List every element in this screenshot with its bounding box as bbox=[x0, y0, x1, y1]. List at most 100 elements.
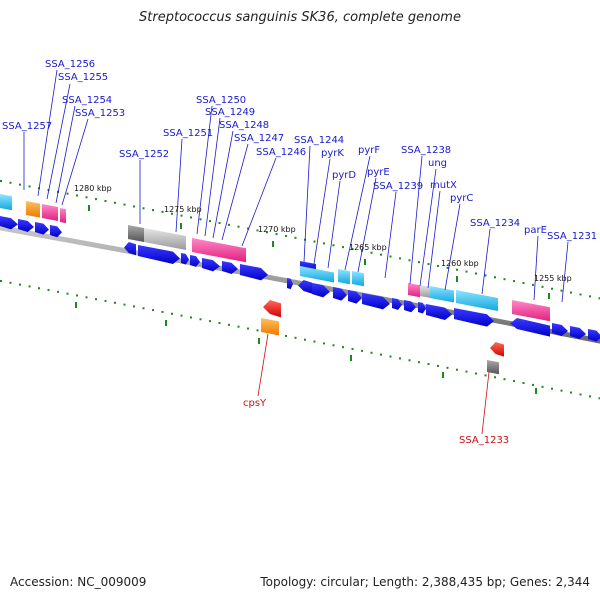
cds-arrow[interactable] bbox=[392, 298, 402, 310]
cds-arrow[interactable] bbox=[404, 300, 416, 313]
feature-cyan[interactable] bbox=[430, 286, 454, 303]
tick-dot-upper bbox=[0, 180, 2, 182]
leader-ssa1255 bbox=[46, 83, 71, 200]
major-tick-lower bbox=[350, 355, 352, 361]
feature-pink[interactable] bbox=[512, 300, 550, 322]
tick-dot-lower bbox=[399, 357, 401, 360]
cds-arrow[interactable] bbox=[333, 287, 347, 301]
tick-dot-upper bbox=[218, 221, 221, 224]
feature-orange[interactable] bbox=[261, 318, 279, 336]
feature-pink[interactable] bbox=[60, 208, 66, 224]
cds-arrow[interactable] bbox=[50, 225, 62, 238]
tick-dot-upper bbox=[541, 285, 544, 288]
leader-pyrd bbox=[327, 180, 341, 269]
leader-ssa1244b bbox=[313, 158, 331, 265]
genome-summary-text: Topology: circular; Length: 2,388,435 bp… bbox=[260, 575, 590, 589]
major-tick bbox=[364, 259, 366, 265]
tick-dot-lower bbox=[541, 385, 544, 388]
tick-dot-lower bbox=[342, 346, 344, 349]
tick-dot-lower bbox=[351, 348, 354, 351]
cds-arrow[interactable] bbox=[362, 293, 390, 310]
tick-dot-lower bbox=[598, 397, 600, 400]
feature-red-ssa1233[interactable] bbox=[490, 342, 504, 357]
cds-arrow[interactable] bbox=[222, 261, 238, 275]
tick-dot-upper bbox=[247, 227, 249, 230]
gene-label-ssa1249: SSA_1249 bbox=[205, 107, 255, 118]
tick-dot-upper bbox=[266, 231, 268, 234]
cds-arrow[interactable] bbox=[240, 264, 268, 281]
tick-dot-upper bbox=[285, 234, 287, 237]
tick-dot-lower bbox=[76, 294, 78, 297]
tick-dot-upper bbox=[579, 293, 582, 296]
tick-dot-lower bbox=[446, 366, 449, 369]
leader-pyre bbox=[357, 177, 377, 273]
kbp-label-1265: 1265 kbp bbox=[349, 243, 387, 252]
tick-dot-upper bbox=[351, 248, 354, 251]
tick-dot-upper bbox=[76, 194, 78, 197]
leader-ssa1231 bbox=[561, 241, 569, 303]
cds-arrow[interactable] bbox=[18, 219, 34, 233]
feature-gray[interactable] bbox=[420, 285, 430, 298]
tick-dot-upper bbox=[427, 263, 430, 266]
gene-label-ssa1253: SSA_1253 bbox=[75, 108, 125, 119]
tick-dot-upper bbox=[513, 280, 515, 283]
feature-pink[interactable] bbox=[42, 204, 58, 222]
kbp-label-1275: 1275 kbp bbox=[164, 205, 202, 214]
cds-arrow[interactable] bbox=[454, 308, 494, 327]
tick-dot-lower bbox=[389, 355, 392, 358]
feature-cyan[interactable] bbox=[352, 271, 364, 287]
kbp-label-1255: 1255 kbp bbox=[534, 274, 572, 283]
cds-arrow[interactable] bbox=[312, 283, 330, 298]
feature-gray-dark[interactable] bbox=[128, 225, 144, 243]
cds-arrow[interactable] bbox=[190, 255, 200, 267]
map-title: Streptococcus sanguinis SK36, complete g… bbox=[139, 10, 461, 25]
cds-arrow[interactable] bbox=[570, 326, 586, 340]
cds-arrow[interactable] bbox=[426, 304, 452, 320]
feature-cyan[interactable] bbox=[456, 290, 498, 311]
cds-arrow[interactable] bbox=[202, 258, 220, 272]
feature-pink[interactable] bbox=[192, 238, 246, 263]
cds-arrow[interactable] bbox=[35, 222, 49, 235]
cds-arrow[interactable] bbox=[418, 302, 426, 314]
tick-dot-lower bbox=[199, 318, 202, 321]
tick-dot-lower bbox=[437, 364, 439, 367]
cds-arrow[interactable] bbox=[287, 278, 293, 290]
gene-label-ssa1238: SSA_1238 bbox=[401, 145, 451, 156]
feature-cyan[interactable] bbox=[300, 266, 334, 283]
feature-cyan[interactable] bbox=[338, 269, 350, 285]
tick-dot-lower bbox=[114, 301, 116, 304]
major-tick bbox=[456, 276, 458, 282]
tick-dot-lower bbox=[370, 351, 373, 354]
cds-arrow[interactable] bbox=[124, 242, 136, 256]
tick-dot-lower bbox=[228, 323, 230, 326]
gene-label-mutx: mutX bbox=[430, 180, 457, 191]
tick-dot-upper bbox=[503, 278, 506, 281]
gene-label-pyrf: pyrF bbox=[358, 145, 380, 156]
cds-arrow[interactable] bbox=[0, 216, 18, 230]
tick-dot-upper bbox=[446, 266, 449, 269]
cds-arrow[interactable] bbox=[181, 253, 189, 265]
feature-gray-dark[interactable] bbox=[487, 360, 499, 375]
feature-rrna[interactable] bbox=[0, 194, 12, 211]
tick-dot-upper bbox=[494, 276, 496, 279]
feature-red-cpsy[interactable] bbox=[263, 300, 281, 318]
cds-arrow[interactable] bbox=[510, 318, 550, 337]
tick-dot-upper bbox=[522, 282, 525, 285]
tick-dot-lower bbox=[427, 363, 430, 366]
tick-dot-upper bbox=[475, 272, 477, 275]
cds-arrow[interactable] bbox=[138, 245, 180, 264]
feature-orange[interactable] bbox=[26, 201, 40, 218]
cds-arrow[interactable] bbox=[348, 290, 362, 304]
cds-arrow[interactable] bbox=[552, 323, 568, 337]
cds-arrow[interactable] bbox=[588, 329, 600, 342]
cds-arrow[interactable] bbox=[298, 280, 312, 294]
leader-ssa1249 bbox=[204, 117, 221, 237]
tick-dot-lower bbox=[484, 374, 487, 377]
feature-pink[interactable] bbox=[408, 283, 420, 298]
tick-dot-upper bbox=[19, 183, 21, 186]
feature-gray[interactable] bbox=[144, 228, 186, 250]
tick-dot-upper bbox=[161, 210, 164, 213]
tick-dot-upper bbox=[180, 214, 183, 217]
gene-label-ung: ung bbox=[428, 158, 447, 169]
